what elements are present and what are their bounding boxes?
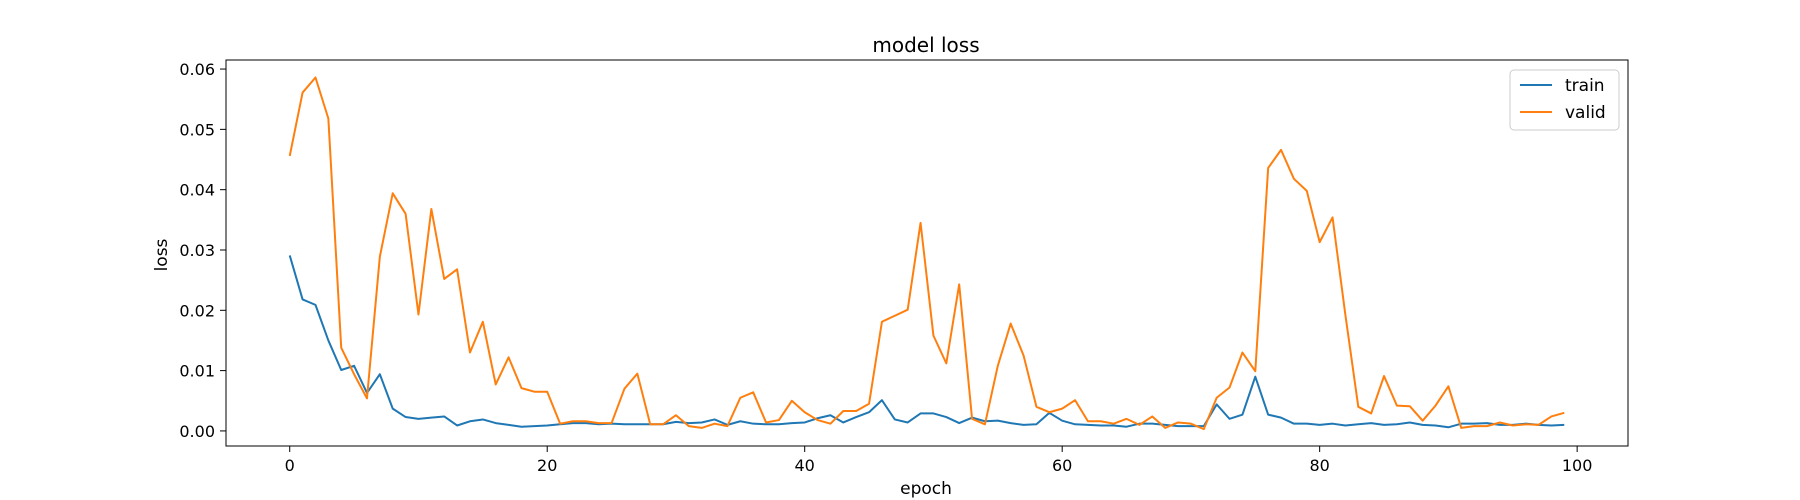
series-layer <box>288 76 1565 431</box>
y-tick-label: 0.00 <box>179 422 215 441</box>
x-tick-label: 60 <box>1052 456 1072 475</box>
y-tick-label: 0.04 <box>179 181 215 200</box>
x-tick-label: 0 <box>285 456 295 475</box>
plot-frame <box>225 59 1629 447</box>
legend-label-valid: valid <box>1565 103 1606 123</box>
x-tick-label: 20 <box>537 456 557 475</box>
x-tick-label: 80 <box>1309 456 1329 475</box>
x-axis: 0 20 40 60 80 100 <box>285 446 1593 475</box>
y-axis-label: loss <box>152 238 172 271</box>
y-tick-label: 0.05 <box>179 120 215 139</box>
legend-label-train: train <box>1565 76 1605 96</box>
series-line-train <box>288 255 1565 429</box>
x-tick-label: 100 <box>1562 456 1593 475</box>
chart-title: model loss <box>872 33 979 57</box>
y-tick-label: 0.06 <box>179 60 215 79</box>
series-line-valid <box>288 76 1565 431</box>
y-tick-label: 0.03 <box>179 241 215 260</box>
legend: train valid <box>1509 69 1620 131</box>
x-axis-label: epoch <box>900 479 952 499</box>
y-axis: 0.00 0.01 0.02 0.03 0.04 0.05 0.06 <box>179 60 226 441</box>
y-tick-label: 0.01 <box>179 362 215 381</box>
x-tick-label: 40 <box>795 456 815 475</box>
y-tick-label: 0.02 <box>179 301 215 320</box>
